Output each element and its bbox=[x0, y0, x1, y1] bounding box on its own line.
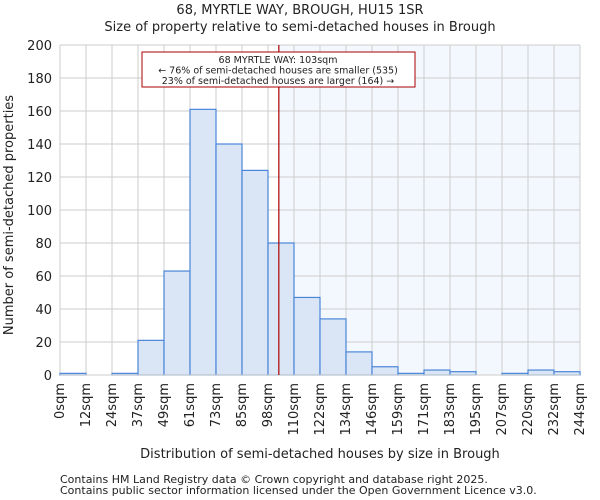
x-tick-label: 12sqm bbox=[79, 383, 94, 427]
annotation-line3: 23% of semi-detached houses are larger (… bbox=[162, 76, 395, 87]
y-tick-label: 20 bbox=[35, 336, 52, 351]
x-tick-label: 183sqm bbox=[443, 383, 458, 436]
y-tick-label: 40 bbox=[35, 303, 52, 318]
x-tick-label: 122sqm bbox=[313, 383, 328, 436]
bar bbox=[137, 339, 165, 376]
x-tick-label: 195sqm bbox=[469, 383, 484, 436]
chart-title: 68, MYRTLE WAY, BROUGH, HU15 1SR bbox=[176, 3, 423, 18]
x-tick-label: 232sqm bbox=[547, 383, 562, 436]
x-tick-label: 110sqm bbox=[287, 383, 302, 436]
bar bbox=[267, 242, 295, 376]
x-tick-label: 85sqm bbox=[235, 383, 250, 427]
y-tick-label: 0 bbox=[44, 369, 52, 384]
y-tick-label: 140 bbox=[27, 138, 52, 153]
x-tick-label: 244sqm bbox=[573, 383, 588, 436]
bar bbox=[527, 369, 555, 376]
x-tick-label: 98sqm bbox=[261, 383, 276, 427]
y-tick-label: 80 bbox=[35, 237, 52, 252]
annotation-box bbox=[141, 51, 416, 88]
chart-subtitle: Size of property relative to semi-detach… bbox=[104, 20, 495, 35]
bar bbox=[293, 296, 321, 376]
y-tick-label: 180 bbox=[27, 72, 52, 87]
x-tick-label: 61sqm bbox=[183, 383, 198, 427]
y-tick-label: 100 bbox=[27, 204, 52, 219]
x-tick-label: 134sqm bbox=[339, 383, 354, 436]
y-tick-label: 200 bbox=[27, 39, 52, 54]
footer-line-1: Contains HM Land Registry data © Crown c… bbox=[60, 473, 488, 486]
annotation-line2: ← 76% of semi-detached houses are smalle… bbox=[158, 66, 398, 77]
x-tick-label: 207sqm bbox=[495, 383, 510, 436]
x-tick-label: 159sqm bbox=[391, 383, 406, 436]
x-tick-label: 0sqm bbox=[53, 383, 68, 419]
x-tick-label: 171sqm bbox=[417, 383, 432, 436]
annotation-line1: 68 MYRTLE WAY: 103sqm bbox=[219, 55, 338, 66]
bar bbox=[189, 108, 217, 376]
y-tick-label: 160 bbox=[27, 105, 52, 120]
bar bbox=[319, 318, 347, 376]
footer-line-2: Contains public sector information licen… bbox=[60, 484, 537, 497]
bar bbox=[371, 366, 399, 376]
x-tick-label: 146sqm bbox=[365, 383, 380, 436]
y-axis-label: Number of semi-detached properties bbox=[2, 95, 17, 335]
x-tick-label: 73sqm bbox=[209, 383, 224, 427]
bar bbox=[345, 351, 373, 376]
x-tick-label: 37sqm bbox=[131, 383, 146, 427]
x-tick-label: 24sqm bbox=[105, 383, 120, 427]
y-tick-label: 60 bbox=[35, 270, 52, 285]
x-axis-label: Distribution of semi-detached houses by … bbox=[140, 447, 500, 462]
x-tick-label: 220sqm bbox=[521, 383, 536, 436]
bar bbox=[163, 270, 191, 376]
bar bbox=[241, 169, 269, 376]
x-tick-label: 49sqm bbox=[157, 383, 172, 427]
bar bbox=[423, 369, 451, 376]
y-tick-label: 120 bbox=[27, 171, 52, 186]
bar bbox=[215, 143, 243, 376]
